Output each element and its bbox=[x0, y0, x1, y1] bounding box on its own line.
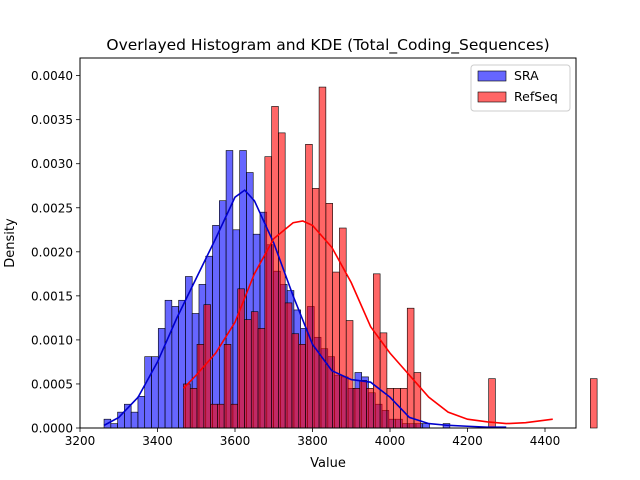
histogram-bar bbox=[244, 319, 252, 429]
x-tick-label: 3600 bbox=[220, 434, 251, 448]
histogram-bar bbox=[318, 86, 327, 429]
histogram-bar bbox=[298, 344, 306, 429]
histogram-bar bbox=[171, 306, 179, 429]
histogram-bar bbox=[373, 273, 381, 429]
y-tick-label: 0.0030 bbox=[31, 157, 73, 171]
x-tick-label: 4200 bbox=[452, 434, 483, 448]
histogram-bar bbox=[237, 288, 245, 429]
x-axis-label: Value bbox=[310, 456, 346, 471]
plot-area bbox=[103, 86, 598, 429]
kde-line-refseq bbox=[182, 220, 553, 425]
histogram-bar bbox=[196, 344, 205, 429]
histogram-bar bbox=[183, 383, 191, 429]
histogram-bar bbox=[345, 320, 354, 429]
histogram-bar bbox=[305, 144, 313, 429]
y-tick-label: 0.0025 bbox=[31, 201, 73, 215]
x-tick-label: 3400 bbox=[142, 434, 173, 448]
y-tick-label: 0.0005 bbox=[31, 377, 73, 391]
histogram-bar bbox=[137, 395, 146, 429]
histogram-bar bbox=[230, 403, 239, 429]
legend-swatch-refseq bbox=[477, 91, 507, 103]
histogram-bar bbox=[164, 299, 173, 429]
y-tick-label: 0.0010 bbox=[31, 333, 73, 347]
histogram-bar bbox=[217, 403, 225, 429]
histogram-bar bbox=[325, 203, 333, 429]
kde-line-sra bbox=[103, 189, 507, 428]
legend: SRA RefSeq bbox=[470, 64, 571, 112]
chart-title: Overlayed Histogram and KDE (Total_Codin… bbox=[106, 36, 549, 55]
x-axis: 3200 3400 3600 3800 4000 4200 4400 bbox=[65, 428, 561, 448]
histogram-bar bbox=[312, 188, 320, 429]
y-tick-label: 0.0015 bbox=[31, 289, 73, 303]
histogram-refseq bbox=[183, 86, 598, 429]
histogram-bar bbox=[110, 423, 118, 429]
histogram-bar bbox=[291, 333, 300, 429]
x-tick-label: 4400 bbox=[530, 434, 561, 448]
x-tick-label: 3800 bbox=[297, 434, 328, 448]
histogram-bar bbox=[257, 328, 266, 429]
histogram-bar bbox=[359, 380, 367, 429]
histogram-bar bbox=[488, 378, 496, 429]
histogram-bar bbox=[212, 225, 220, 429]
legend-swatch-sra bbox=[477, 70, 507, 82]
histogram-bar bbox=[210, 403, 218, 429]
histogram-bar bbox=[332, 271, 340, 429]
x-tick-label: 4000 bbox=[375, 434, 406, 448]
histogram-bar bbox=[339, 227, 347, 429]
legend-label-sra: SRA bbox=[514, 68, 539, 83]
y-tick-label: 0.0040 bbox=[31, 69, 73, 83]
histogram-bar bbox=[144, 356, 152, 429]
y-tick-label: 0.0035 bbox=[31, 113, 73, 127]
histogram-bar bbox=[386, 388, 394, 429]
histogram-bar bbox=[264, 156, 272, 429]
histogram-bar bbox=[278, 132, 286, 429]
histogram-bar bbox=[271, 106, 279, 429]
y-axis: 0.0000 0.0005 0.0010 0.0015 0.0020 0.0025 0.00… bbox=[31, 69, 80, 436]
histogram-bar bbox=[352, 388, 361, 429]
histogram-bar bbox=[590, 378, 598, 429]
x-tick-label: 3200 bbox=[65, 434, 96, 448]
histogram-bar bbox=[366, 388, 374, 429]
y-tick-label: 0.0000 bbox=[31, 422, 73, 436]
y-axis-label: Density bbox=[3, 218, 18, 268]
histogram-bar bbox=[284, 302, 293, 429]
histogram-bar bbox=[157, 328, 166, 429]
plot-frame bbox=[79, 57, 577, 429]
histogram-bar bbox=[189, 388, 198, 429]
histogram-bar bbox=[223, 344, 232, 429]
histogram-bar bbox=[406, 307, 415, 429]
y-tick-label: 0.0020 bbox=[31, 245, 73, 259]
histogram-bar bbox=[130, 411, 139, 429]
legend-label-refseq: RefSeq bbox=[514, 89, 558, 104]
histogram-bar bbox=[250, 311, 259, 429]
